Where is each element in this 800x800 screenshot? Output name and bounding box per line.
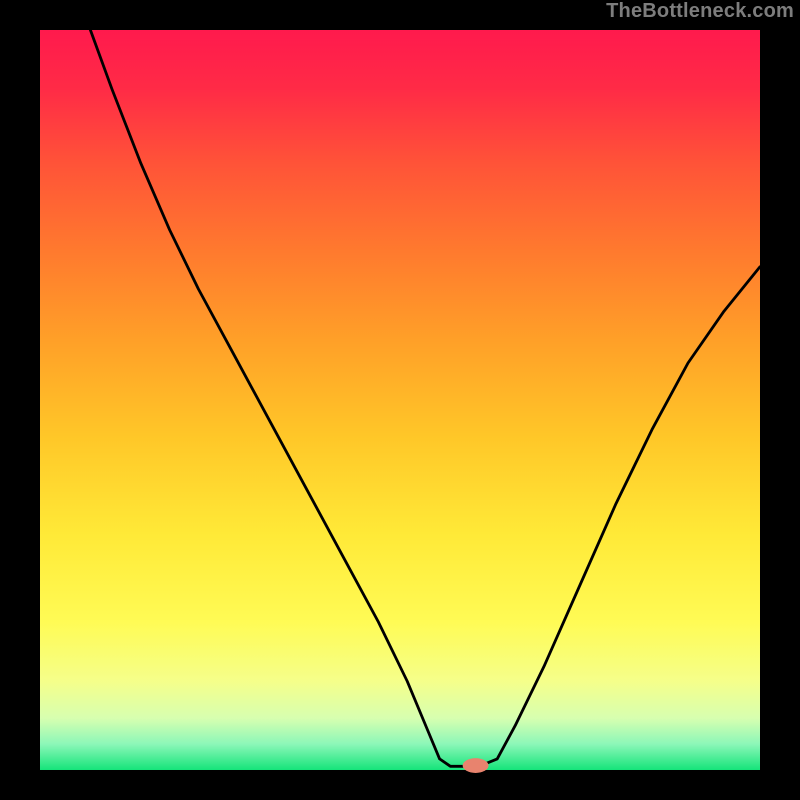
chart-canvas: TheBottleneck.com xyxy=(0,0,800,800)
watermark-text: TheBottleneck.com xyxy=(606,0,794,23)
optimum-marker xyxy=(463,758,489,773)
plot-background xyxy=(40,30,760,770)
bottleneck-curve-chart xyxy=(0,0,800,800)
